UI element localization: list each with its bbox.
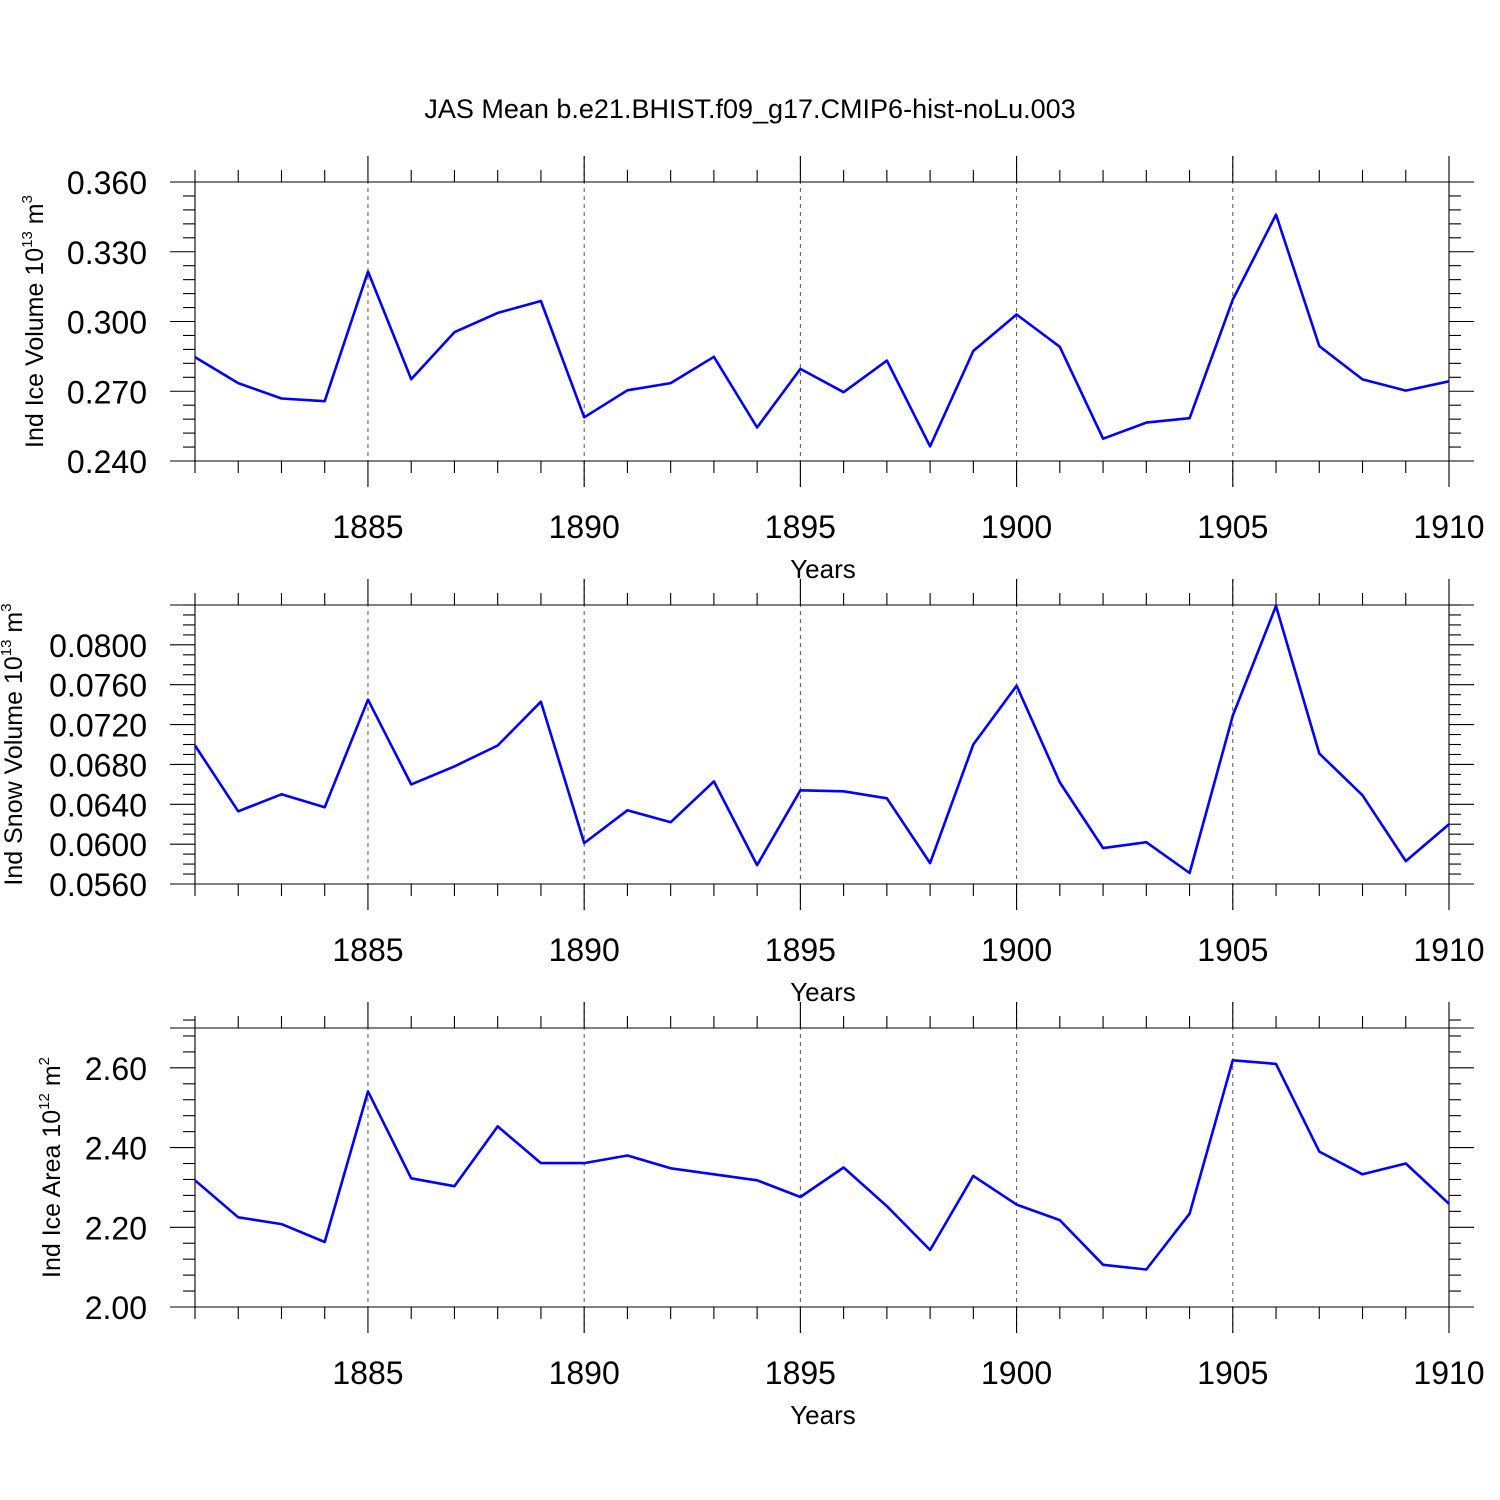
x-axis-label: Years bbox=[790, 554, 856, 584]
y-axis-label: Ind Snow Volume 1013 m3 bbox=[0, 603, 28, 885]
y-tick-label: 0.0680 bbox=[49, 747, 147, 783]
x-tick-label: 1905 bbox=[1197, 1355, 1268, 1391]
chart-panel-3: 1885 1890 1895 1900 1905 1910 2.00 2.20 2.40 2.60… bbox=[36, 1002, 1485, 1430]
y-tick-label: 0.0560 bbox=[49, 867, 147, 903]
chart-panel-1: 1885 1890 1895 1900 1905 1910 0.240 0.270 0.300 0… bbox=[19, 156, 1485, 584]
y-tick-label: 2.60 bbox=[85, 1051, 147, 1087]
figure-title: JAS Mean b.e21.BHIST.f09_g17.CMIP6-hist-… bbox=[424, 94, 1075, 124]
y-axis-label-text: Ind Ice Volume 10 bbox=[21, 248, 49, 448]
y-tick-label: 2.20 bbox=[85, 1210, 147, 1246]
x-tick-label: 1890 bbox=[549, 932, 620, 968]
x-tick-label: 1910 bbox=[1413, 509, 1484, 545]
y-tick-label: 0.0800 bbox=[49, 628, 147, 664]
y-axis-label-text: Ind Snow Volume 10 bbox=[0, 656, 28, 885]
y-tick-label: 0.330 bbox=[67, 235, 147, 271]
y-tick-label: 0.0760 bbox=[49, 668, 147, 704]
y-tick-label: 0.0600 bbox=[49, 827, 147, 863]
y-tick-label: 2.00 bbox=[85, 1290, 147, 1326]
y-tick-label: 0.240 bbox=[67, 444, 147, 480]
y-tick-label: 0.0640 bbox=[49, 787, 147, 823]
y-axis-label-superscript: 3 bbox=[19, 195, 36, 203]
x-tick-label: 1910 bbox=[1413, 1355, 1484, 1391]
x-tick-label: 1890 bbox=[549, 1355, 620, 1391]
x-tick-label: 1900 bbox=[981, 1355, 1052, 1391]
x-axis-label: Years bbox=[790, 1400, 856, 1430]
x-tick-label: 1910 bbox=[1413, 932, 1484, 968]
series-line bbox=[194, 213, 1450, 448]
x-tick-label: 1905 bbox=[1197, 932, 1268, 968]
chart-panel-2: 1885 1890 1895 1900 1905 1910 0.0560 0.0600 0.06… bbox=[0, 579, 1485, 1007]
x-tick-label: 1900 bbox=[981, 932, 1052, 968]
y-tick-label: 0.0720 bbox=[49, 708, 147, 744]
x-tick-label: 1885 bbox=[332, 509, 403, 545]
x-tick-label: 1895 bbox=[765, 932, 836, 968]
y-axis-label-text: m bbox=[0, 612, 28, 640]
y-axis-label-text: Ind Ice Area 10 bbox=[38, 1110, 66, 1278]
x-axis-label: Years bbox=[790, 977, 856, 1007]
y-axis-label: Ind Ice Volume 1013 m3 bbox=[19, 195, 49, 448]
panels: 1885 1890 1895 1900 1905 1910 0.240 0.270 0.300 0… bbox=[0, 156, 1485, 1430]
series-line bbox=[193, 604, 1450, 875]
x-tick-label: 1895 bbox=[765, 509, 836, 545]
y-axis-label-superscript: 13 bbox=[19, 231, 36, 248]
y-axis-label-superscript: 12 bbox=[36, 1093, 53, 1110]
y-tick-label: 0.360 bbox=[67, 165, 147, 201]
y-axis-label-superscript: 2 bbox=[36, 1057, 53, 1065]
y-tick-label: 2.40 bbox=[85, 1131, 147, 1167]
y-axis-label-superscript: 13 bbox=[0, 640, 15, 657]
y-axis-label: Ind Ice Area 1012 m2 bbox=[36, 1057, 66, 1278]
x-tick-label: 1885 bbox=[332, 1355, 403, 1391]
x-tick-label: 1885 bbox=[332, 932, 403, 968]
x-tick-label: 1900 bbox=[981, 509, 1052, 545]
y-axis-label-text: m bbox=[38, 1065, 66, 1093]
y-tick-label: 0.270 bbox=[67, 374, 147, 410]
x-tick-label: 1905 bbox=[1197, 509, 1268, 545]
x-tick-label: 1895 bbox=[765, 1355, 836, 1391]
x-tick-label: 1890 bbox=[549, 509, 620, 545]
y-tick-label: 0.300 bbox=[67, 305, 147, 341]
y-axis-label-superscript: 3 bbox=[0, 603, 15, 611]
series-line bbox=[194, 1059, 1450, 1271]
y-axis-label-text: m bbox=[21, 203, 49, 231]
